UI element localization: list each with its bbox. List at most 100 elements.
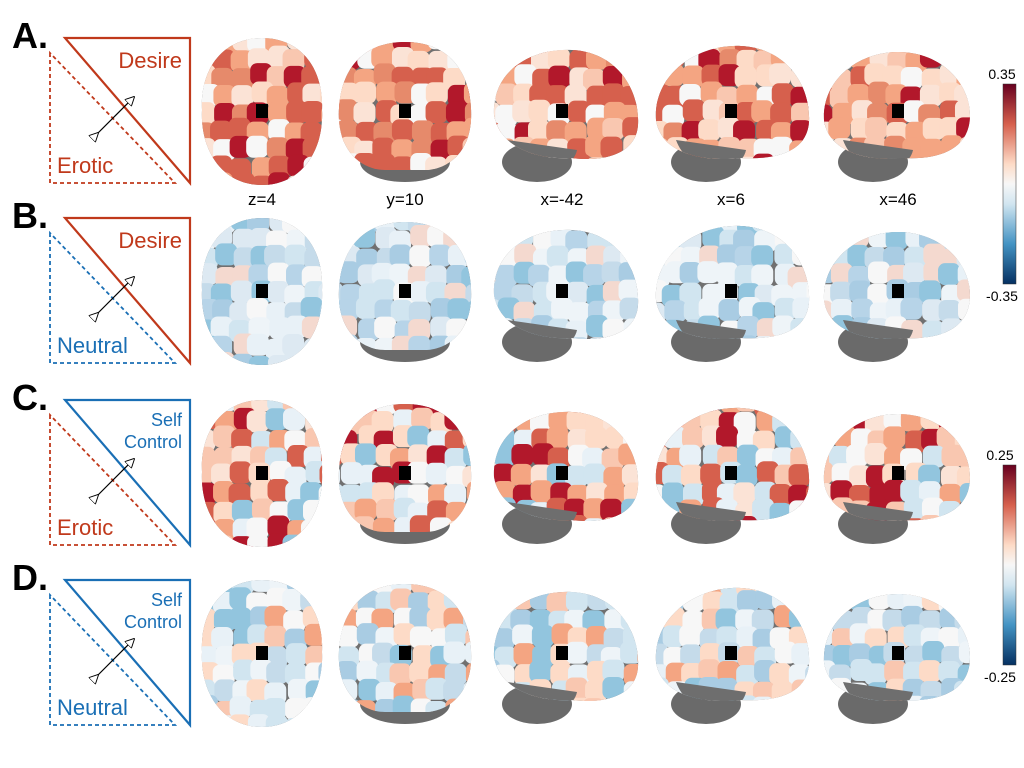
parcel: [903, 594, 926, 597]
panel-rows: A.DesireEroticB.DesireNeutralC.SelfContr…: [12, 15, 1000, 741]
parcel: [391, 139, 414, 162]
parcel: [567, 100, 590, 123]
parcel: [919, 280, 942, 303]
parcel: [679, 407, 702, 430]
brain-sagittal-right: [823, 225, 999, 377]
parcel: [338, 605, 343, 628]
parcel: [233, 247, 256, 270]
parcel: [831, 355, 853, 377]
parcel: [868, 594, 891, 610]
parcel: [978, 497, 1000, 519]
parcel: [304, 400, 323, 416]
parcel: [883, 426, 906, 449]
parcel: [481, 412, 503, 434]
parcel: [324, 536, 346, 558]
parcel: [623, 174, 645, 196]
parcel: [355, 718, 377, 740]
parcel: [339, 338, 361, 360]
parcel: [885, 232, 908, 250]
parcel: [942, 718, 964, 740]
ventricle: [256, 466, 268, 480]
parcel: [338, 244, 345, 267]
parcel: [338, 101, 342, 124]
parcel: [407, 461, 430, 484]
parcel: [770, 158, 793, 160]
parcel: [807, 45, 810, 51]
parcel: [904, 30, 926, 52]
parcel: [246, 333, 269, 356]
parcel: [638, 699, 660, 721]
parcel: [287, 678, 310, 701]
parcel: [214, 103, 237, 126]
parcel: [444, 483, 467, 506]
parcel: [977, 225, 999, 247]
parcel: [639, 352, 661, 374]
parcel: [940, 154, 963, 159]
parcel: [808, 719, 830, 741]
parcel: [320, 444, 323, 467]
parcel: [587, 176, 609, 198]
parcel: [320, 608, 323, 631]
parcel: [736, 84, 759, 107]
parcel: [587, 337, 610, 340]
parcel: [322, 171, 344, 193]
parcel: [443, 641, 466, 664]
parcel: [901, 534, 923, 556]
parcel: [679, 625, 702, 648]
brainstem: [507, 502, 577, 522]
parcel: [338, 660, 341, 683]
parcellation: [493, 229, 661, 379]
parcel: [585, 626, 608, 649]
parcel: [482, 519, 504, 541]
parcel: [319, 678, 323, 701]
parcel: [269, 317, 292, 340]
parcel: [230, 50, 253, 73]
parcel: [697, 261, 720, 284]
parcel: [956, 515, 970, 521]
ventricle: [556, 284, 568, 298]
parcel: [493, 443, 516, 466]
parcel: [304, 623, 323, 646]
parcel: [901, 605, 924, 628]
parcel: [735, 407, 758, 412]
parcel: [738, 716, 760, 738]
parcel: [481, 536, 503, 558]
parcel: [919, 232, 942, 233]
ventricle: [725, 104, 737, 118]
parcel: [900, 479, 923, 502]
parcel: [601, 261, 624, 284]
parcel: [338, 699, 361, 712]
parcel: [867, 283, 890, 306]
parcel: [603, 628, 626, 651]
parcel: [321, 580, 323, 597]
parcel: [174, 483, 196, 505]
parcel: [284, 718, 307, 727]
parcel: [954, 594, 970, 615]
parcel: [303, 538, 323, 547]
parcel: [318, 429, 323, 452]
colorbar-bottom: 0.25 -0.25: [984, 447, 1017, 685]
parcel: [510, 463, 533, 486]
parcel: [808, 427, 810, 450]
parcel: [770, 45, 793, 53]
parcel: [320, 697, 323, 720]
parcel: [974, 140, 996, 162]
parcel: [954, 414, 970, 432]
parcel: [698, 119, 721, 142]
parcel: [564, 357, 586, 379]
parcel: [201, 695, 218, 718]
parcel: [811, 68, 833, 90]
parcel: [493, 699, 500, 702]
parcel: [937, 391, 959, 413]
brainstem: [676, 140, 746, 160]
parcel: [771, 175, 793, 197]
parcel: [582, 518, 605, 522]
parcel: [429, 244, 452, 267]
parcel: [466, 481, 472, 504]
brain-coronal: [338, 404, 504, 558]
parcel: [751, 520, 774, 522]
parcel: [642, 497, 664, 519]
parcel: [493, 591, 515, 611]
parcel: [655, 45, 668, 55]
parcel: [287, 154, 310, 177]
